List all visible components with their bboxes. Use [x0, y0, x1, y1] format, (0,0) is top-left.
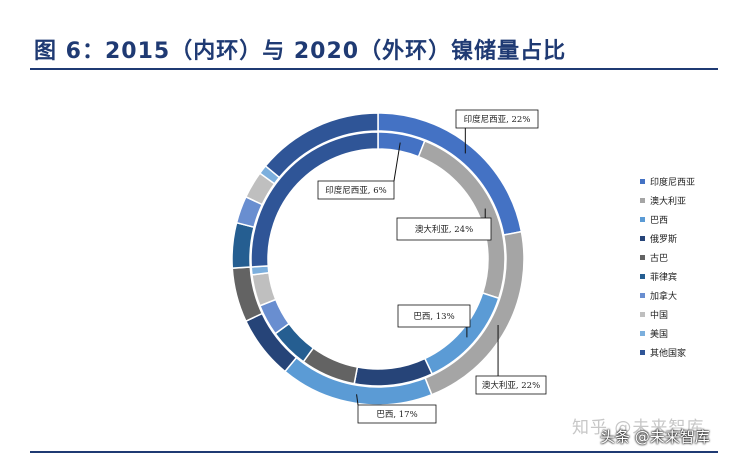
callout-label-2: 澳大利亚, 22%	[482, 380, 540, 391]
legend-label: 其他国家	[650, 349, 687, 359]
legend-swatch	[640, 293, 645, 298]
bottom-divider	[30, 451, 718, 453]
watermark-zhihu: 知乎 @未来智库	[572, 418, 705, 438]
legend-swatch	[640, 350, 645, 355]
legend-label: 印度尼西亚	[650, 178, 696, 188]
legend-label: 巴西	[650, 216, 669, 226]
legend-item-2: 澳大利亚	[640, 191, 695, 210]
legend-item-6: 菲律宾	[640, 267, 695, 286]
title-divider	[30, 68, 718, 70]
chart-title: 图 6：2015（内环）与 2020（外环）镍储量占比	[34, 39, 567, 64]
legend-item-1: 印度尼西亚	[640, 172, 695, 191]
legend-swatch	[640, 198, 645, 203]
callout-label-3: 巴西, 17%	[376, 410, 417, 420]
callout-label-6: 巴西, 13%	[413, 312, 454, 322]
callout-leader-4	[393, 142, 401, 182]
legend-label: 俄罗斯	[650, 235, 678, 245]
legend-label: 加拿大	[650, 292, 678, 302]
legend-item-5: 古巴	[640, 248, 695, 267]
callout-box-4	[317, 180, 395, 200]
callout-box-5	[396, 217, 492, 241]
legend-item-4: 俄罗斯	[640, 229, 695, 248]
chart-legend: 印度尼西亚澳大利亚巴西俄罗斯古巴菲律宾加拿大中国美国其他国家	[640, 172, 695, 362]
outer-ring-slice-6	[231, 221, 255, 269]
callout-label-1: 印度尼西亚, 22%	[464, 114, 531, 125]
legend-item-9: 美国	[640, 324, 695, 343]
legend-swatch	[640, 255, 645, 260]
legend-swatch	[640, 179, 645, 184]
callout-label-4: 印度尼西亚, 6%	[325, 185, 386, 196]
legend-label: 菲律宾	[650, 273, 678, 283]
legend-item-3: 巴西	[640, 210, 695, 229]
legend-swatch	[640, 312, 645, 317]
callout-leader-3	[356, 394, 359, 406]
callout-box-1	[455, 109, 539, 129]
legend-label: 美国	[650, 330, 669, 340]
legend-item-10: 其他国家	[640, 343, 695, 362]
outer-ring-slice-10	[264, 112, 379, 179]
callout-label-5: 澳大利亚, 24%	[415, 224, 473, 235]
callout-box-6	[397, 304, 471, 328]
legend-swatch	[640, 274, 645, 279]
legend-swatch	[640, 236, 645, 241]
watermark-toutiao: 头条 @未来智库	[600, 428, 710, 446]
legend-item-7: 加拿大	[640, 286, 695, 305]
legend-label: 古巴	[650, 254, 669, 264]
legend-item-8: 中国	[640, 305, 695, 324]
callout-box-3	[357, 404, 437, 424]
legend-label: 中国	[650, 311, 669, 321]
legend-swatch	[640, 217, 645, 222]
legend-label: 澳大利亚	[650, 197, 687, 207]
inner-ring-slice-10	[250, 131, 379, 268]
legend-swatch	[640, 331, 645, 336]
callout-box-2	[475, 375, 547, 395]
